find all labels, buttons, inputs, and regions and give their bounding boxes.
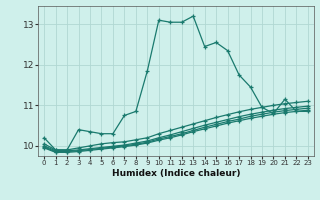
X-axis label: Humidex (Indice chaleur): Humidex (Indice chaleur) <box>112 169 240 178</box>
